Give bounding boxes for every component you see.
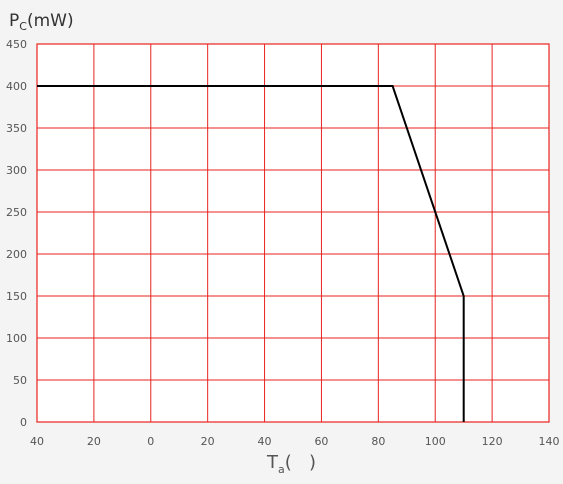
series-layer — [37, 85, 465, 422]
y-tick-label-1: 400 — [6, 80, 27, 93]
x-tick-label-1: 20 — [87, 435, 101, 448]
x-axis-label-main: T — [266, 452, 279, 473]
x-tick-label-8: 120 — [482, 435, 503, 448]
x-axis-label-sub: a — [278, 463, 285, 476]
y-axis-label: PC(mW) — [9, 11, 74, 33]
y-axis-label-main: P — [9, 11, 19, 31]
plot-area — [37, 44, 549, 422]
y-tick-label-2: 350 — [6, 122, 27, 135]
y-tick-label-7: 100 — [6, 332, 27, 345]
y-tick-label-4: 250 — [6, 206, 27, 219]
x-tick-label-4: 40 — [258, 435, 272, 448]
y-tick-label-3: 300 — [6, 164, 27, 177]
series-line-0 — [37, 85, 465, 422]
y-axis-label-sub: C — [19, 20, 27, 33]
y-tick-label-8: 50 — [13, 374, 27, 387]
x-tick-label-2: 0 — [147, 435, 154, 448]
x-axis-label-rest: ( ) — [285, 452, 316, 473]
x-tick-label-0: 40 — [30, 435, 44, 448]
x-tick-label-5: 60 — [314, 435, 328, 448]
y-tick-label-5: 200 — [6, 248, 27, 261]
x-axis-label: Ta( ) — [266, 452, 316, 476]
tick-labels: 40 20 0 20 40 60 80 100 120 140450400350300250200… — [6, 38, 560, 448]
x-tick-label-7: 100 — [425, 435, 446, 448]
y-tick-label-6: 150 — [6, 290, 27, 303]
x-tick-label-6: 80 — [371, 435, 385, 448]
y-tick-label-9: 0 — [20, 416, 27, 429]
x-tick-label-9: 140 — [539, 435, 560, 448]
y-axis-label-rest: (mW) — [27, 11, 74, 31]
x-tick-label-3: 20 — [201, 435, 215, 448]
y-tick-label-0: 450 — [6, 38, 27, 51]
plot-border — [36, 43, 550, 423]
